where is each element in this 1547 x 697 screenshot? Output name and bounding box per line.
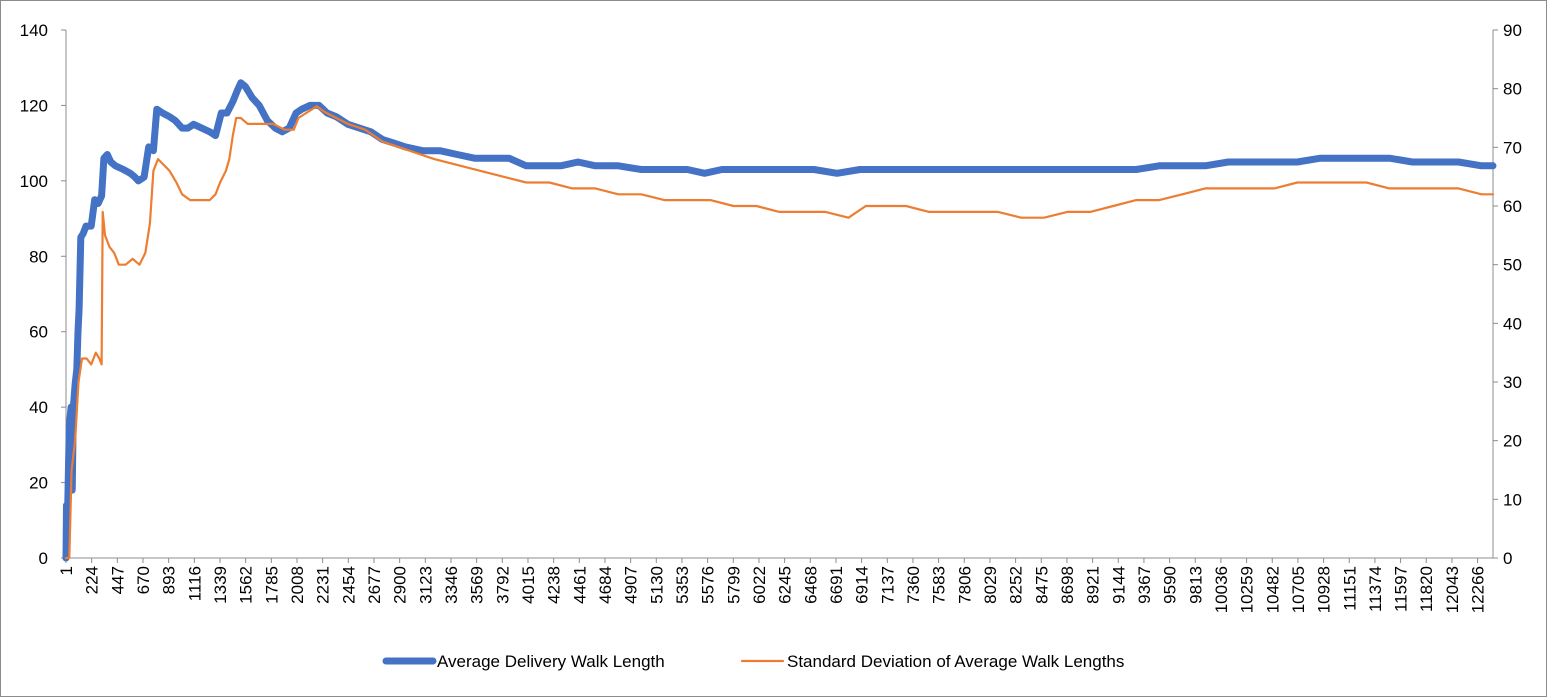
x-tick-label: 6914 xyxy=(853,566,872,604)
y-tick-label: 100 xyxy=(20,172,48,191)
y2-tick-label: 50 xyxy=(1503,256,1522,275)
y-tick-label: 0 xyxy=(39,549,48,568)
y-tick-label: 80 xyxy=(29,247,48,266)
x-tick-label: 447 xyxy=(108,566,127,594)
x-tick-label: 4684 xyxy=(596,566,615,604)
x-tick-label: 10482 xyxy=(1263,566,1282,613)
y-tick-label: 60 xyxy=(29,323,48,342)
x-tick-label: 8252 xyxy=(1007,566,1026,604)
x-tick-label: 2454 xyxy=(339,566,358,604)
series-line-2 xyxy=(64,105,1495,560)
series-line-1 xyxy=(62,79,1497,562)
y-tick-label: 40 xyxy=(29,398,48,417)
y2-tick-label: 0 xyxy=(1503,549,1512,568)
x-tick-label: 6691 xyxy=(827,566,846,604)
x-tick-label: 11597 xyxy=(1392,566,1411,612)
y2-tick-label: 10 xyxy=(1503,490,1522,509)
x-tick-label: 11820 xyxy=(1417,566,1436,612)
x-tick-label: 12043 xyxy=(1443,566,1462,613)
y2-tick-label: 80 xyxy=(1503,80,1522,99)
x-tick-label: 2900 xyxy=(391,566,410,604)
x-tick-label: 5130 xyxy=(647,566,666,604)
x-tick-label: 670 xyxy=(134,566,153,594)
legend-label-2: Standard Deviation of Average Walk Lengt… xyxy=(787,652,1124,671)
y2-tick-label: 40 xyxy=(1503,314,1522,333)
x-tick-label: 1 xyxy=(57,566,76,575)
x-tick-label: 2231 xyxy=(314,566,333,604)
x-tick-label: 12266 xyxy=(1469,566,1488,613)
x-tick-label: 5353 xyxy=(673,566,692,604)
x-tick-label: 6245 xyxy=(776,566,795,604)
y2-tick-label: 70 xyxy=(1503,138,1522,157)
y2-tick-label: 30 xyxy=(1503,373,1522,392)
y-tick-label: 140 xyxy=(20,21,48,40)
y2-tick-label: 20 xyxy=(1503,432,1522,451)
x-tick-label: 9813 xyxy=(1186,566,1205,604)
x-tick-label: 9590 xyxy=(1161,566,1180,604)
x-tick-label: 10705 xyxy=(1289,566,1308,613)
y-tick-label: 20 xyxy=(29,474,48,493)
x-tick-label: 3346 xyxy=(442,566,461,604)
x-tick-label: 4907 xyxy=(622,566,641,604)
x-tick-label: 9144 xyxy=(1109,566,1128,604)
x-tick-label: 10259 xyxy=(1238,566,1257,613)
x-tick-label: 2008 xyxy=(288,566,307,604)
x-tick-label: 8029 xyxy=(981,566,1000,604)
y-tick-label: 120 xyxy=(20,96,48,115)
x-tick-label: 9367 xyxy=(1135,566,1154,604)
x-tick-label: 3792 xyxy=(493,566,512,604)
x-tick-label: 11151 xyxy=(1340,566,1359,611)
x-tick-label: 10036 xyxy=(1212,566,1231,613)
x-tick-label: 6468 xyxy=(801,566,820,604)
x-tick-label: 8698 xyxy=(1058,566,1077,604)
legend: Average Delivery Walk Length Standard Dev… xyxy=(382,652,1124,671)
x-tick-label: 3569 xyxy=(468,566,487,604)
legend-label-1: Average Delivery Walk Length xyxy=(437,652,665,671)
x-tick-label: 4015 xyxy=(519,566,538,604)
x-tick-label: 2677 xyxy=(365,566,384,604)
x-tick-label: 7137 xyxy=(878,566,897,604)
x-tick-label: 1785 xyxy=(262,566,281,604)
x-tick-label: 1562 xyxy=(237,566,256,604)
x-tick-label: 8921 xyxy=(1084,566,1103,604)
x-tick-label: 1116 xyxy=(185,566,204,601)
x-tick-label: 10928 xyxy=(1315,566,1334,613)
x-tick-label: 3123 xyxy=(416,566,435,604)
x-tick-label: 7360 xyxy=(904,566,923,604)
x-tick-label: 6022 xyxy=(750,566,769,604)
x-tick-label: 5799 xyxy=(724,566,743,604)
x-tick-label: 4238 xyxy=(545,566,564,604)
x-tick-label: 7583 xyxy=(930,566,949,604)
y2-tick-label: 90 xyxy=(1503,21,1522,40)
x-tick-label: 224 xyxy=(83,566,102,594)
x-tick-label: 7806 xyxy=(955,566,974,604)
x-tick-label: 8475 xyxy=(1032,566,1051,604)
x-tick-label: 4461 xyxy=(570,566,589,604)
x-tick-label: 1339 xyxy=(211,566,230,604)
x-tick-label: 893 xyxy=(160,566,179,594)
y2-tick-label: 60 xyxy=(1503,197,1522,216)
x-tick-label: 11374 xyxy=(1366,566,1385,612)
x-tick-label: 5576 xyxy=(699,566,718,604)
series-layer xyxy=(62,79,1497,562)
